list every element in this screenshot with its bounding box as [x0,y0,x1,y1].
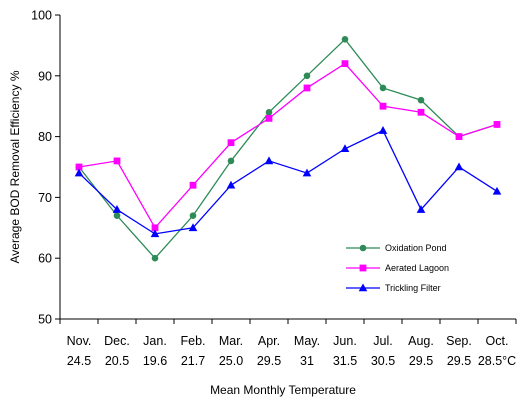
aerated-lagoon-series [75,60,501,232]
trickling-filter-line [78,129,498,235]
trickling-filter-point [112,205,122,213]
aerated-lagoon-point [379,102,387,110]
oxidation-pond-point [341,36,349,43]
x-temperature-label: 29.5 [257,354,281,368]
x-category-label: Jul. [373,334,392,348]
y-tick-label: 70 [38,191,52,205]
legend-label: Trickling Filter [385,283,441,293]
trickling-filter-point [416,205,426,213]
y-tick-label: 50 [38,313,52,327]
x-temperature-label: 29.5 [409,354,433,368]
x-category-label: Sep. [446,334,472,348]
oxidation-pond-series [75,36,501,262]
oxidation-pond-point [151,254,159,262]
trickling-filter-point [378,126,388,134]
y-axis-ticks: 50 60 70 80 90 100 [31,9,60,327]
aerated-lagoon-point [303,84,311,92]
legend-item-oxidation-pond: Oxidation Pond [346,243,447,253]
x-category-label: Aug. [408,334,434,348]
x-category-label: Oct. [486,334,509,348]
trickling-filter-point [264,156,274,165]
legend-oxidation-pond-point [359,244,367,252]
oxidation-pond-point [265,108,273,116]
trickling-filter-point [74,168,84,177]
aerated-lagoon-point [265,114,273,122]
trickling-filter-point [492,186,502,195]
y-tick-label: 60 [38,252,52,266]
aerated-lagoon-point [417,108,425,116]
x-category-label: Nov. [67,334,92,348]
aerated-lagoon-point [75,163,83,171]
x-category-label: Mar. [219,334,243,348]
x-category-label: Feb. [180,334,205,348]
trickling-filter-point [226,180,236,189]
y-tick-label: 100 [31,9,52,23]
trickling-filter-point [302,168,312,177]
x-temperature-label: 31.5 [333,354,357,368]
x-temperature-label: 21.7 [181,354,205,368]
legend-item-trickling-filter: Trickling Filter [346,283,441,293]
trickling-filter-series [74,126,502,238]
aerated-lagoon-point [227,139,235,147]
oxidation-pond-point [379,84,387,92]
aerated-lagoon-point [455,133,463,140]
oxidation-pond-line [78,38,498,260]
x-category-label: May. [294,334,320,348]
oxidation-pond-point [113,212,121,219]
legend-item-aerated-lagoon: Aerated Lagoon [346,263,449,273]
aerated-lagoon-point [341,60,349,68]
y-tick-label: 90 [38,69,52,83]
x-temperature-label: 20.5 [105,354,129,368]
trickling-filter-point [454,162,464,171]
x-temperature-label: 19.6 [143,354,167,368]
oxidation-pond-point [417,96,425,104]
trickling-filter-point [188,223,198,232]
aerated-lagoon-point [113,157,121,165]
x-category-label: Apr. [258,334,280,348]
x-temperature-label: 31 [300,354,314,368]
legend: Oxidation Pond Aerated Lagoon Trickling Fi… [346,243,449,293]
aerated-lagoon-point [151,224,159,232]
trickling-filter-point [150,229,160,238]
legend-label: Aerated Lagoon [385,263,449,273]
oxidation-pond-point [189,212,197,219]
x-category-label: Dec. [104,334,130,348]
trickling-filter-point [340,144,350,153]
y-axis-title: Average BOD Removal Efficiency % [8,70,22,263]
x-axis-title: Mean Monthly Temperature [210,383,356,397]
series-layer [74,36,502,262]
x-axis-ticks: Nov. 24.5 Dec. 20.5 Jan. 19.6 Feb. 21.7 Mar. 25.0… [59,319,517,368]
y-tick-label: 80 [38,130,52,144]
x-temperature-label: 30.5 [371,354,395,368]
legend-label: Oxidation Pond [385,243,447,253]
x-temperature-label: 24.5 [67,354,91,368]
oxidation-pond-point [227,157,235,165]
oxidation-pond-point [303,72,311,80]
x-temperature-label: 25.0 [219,354,243,368]
legend-aerated-lagoon-point [359,264,367,272]
aerated-lagoon-point [189,181,197,189]
x-category-label: Jun. [333,334,357,348]
aerated-lagoon-point [493,121,501,128]
x-category-label: Jan. [143,334,167,348]
x-temperature-label: 28.5°C [478,354,516,368]
aerated-lagoon-line [78,62,498,229]
legend-trickling-filter-point [358,283,368,292]
x-temperature-label: 29.5 [447,354,471,368]
